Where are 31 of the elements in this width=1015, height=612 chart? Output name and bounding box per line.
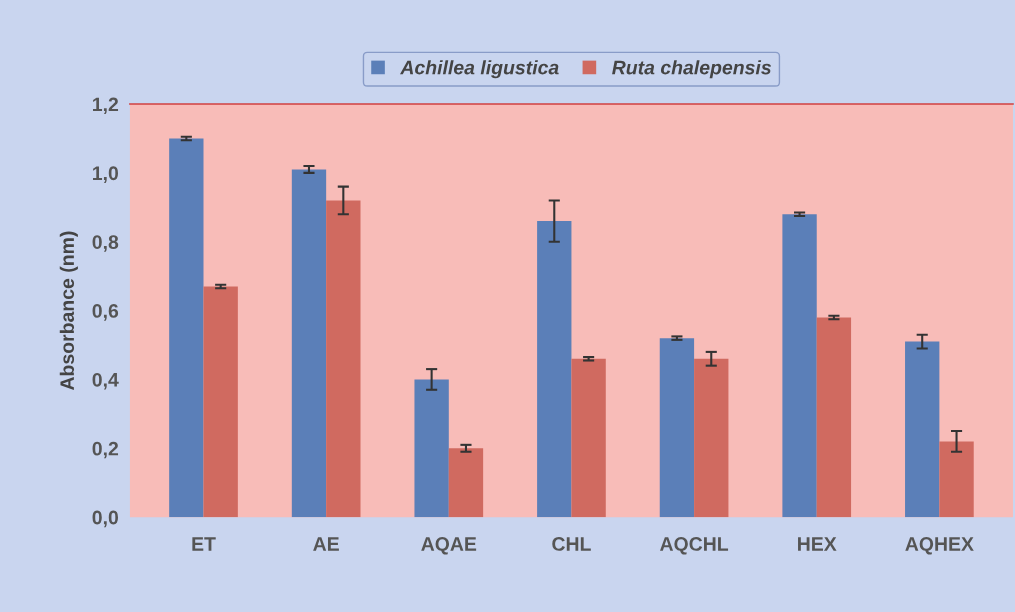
- bar: [203, 286, 238, 518]
- x-tick-label: ET: [192, 537, 216, 551]
- y-tick-label: 1,0: [93, 166, 119, 183]
- bar: [694, 358, 729, 518]
- bar: [939, 441, 974, 518]
- bar: [448, 448, 484, 518]
- bar: [414, 379, 449, 518]
- bar: [816, 317, 852, 518]
- bar: [291, 169, 327, 518]
- y-tick-label: 0,8: [92, 235, 119, 252]
- y-tick-label: 0,0: [92, 510, 119, 528]
- y-axis-title: Absorbance (nm): [59, 231, 78, 391]
- bar: [326, 200, 361, 518]
- bar: [782, 214, 817, 518]
- bar: [537, 221, 572, 518]
- bar: [571, 358, 606, 518]
- legend-label: Ruta chalepensis: [612, 60, 772, 79]
- y-tick-label: 0,4: [92, 372, 119, 390]
- legend-label: Achillea ligustica: [400, 60, 559, 79]
- x-tick-label: HEX: [798, 537, 837, 551]
- x-tick-label: AE: [313, 537, 339, 551]
- x-tick-label: AQHEX: [905, 537, 974, 555]
- y-tick-label: 0,2: [92, 441, 119, 459]
- bar: [169, 138, 204, 518]
- y-tick-label: 0,6: [92, 304, 119, 321]
- x-tick-label: AQAE: [421, 537, 477, 555]
- y-tick-label: 1,2: [93, 97, 119, 115]
- x-tick-label: AQCHL: [660, 537, 729, 555]
- bar: [905, 341, 940, 518]
- x-tick-label: CHL: [552, 537, 591, 551]
- bar: [659, 338, 695, 518]
